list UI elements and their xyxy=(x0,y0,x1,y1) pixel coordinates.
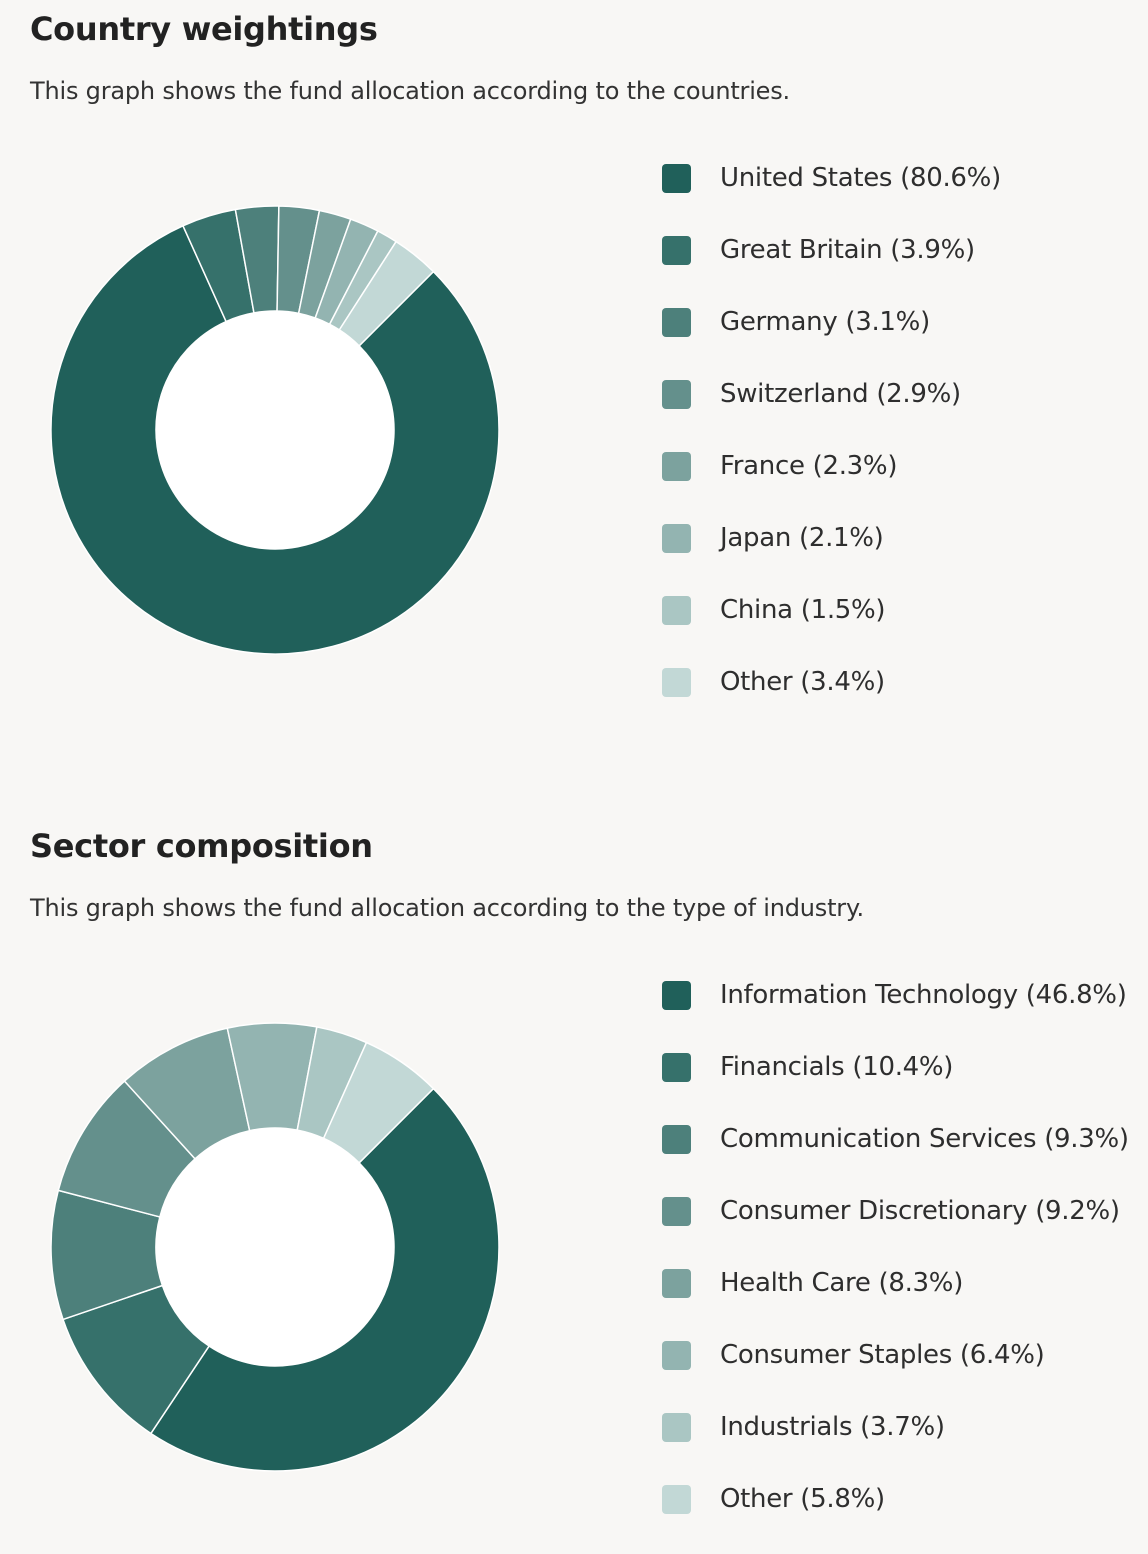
legend-swatch xyxy=(662,1413,691,1442)
legend-item[interactable]: China (1.5%) xyxy=(662,593,1142,665)
legend-item[interactable]: Japan (2.1%) xyxy=(662,521,1142,593)
legend-item[interactable]: Switzerland (2.9%) xyxy=(662,377,1142,449)
legend-label: Consumer Discretionary (9.2%) xyxy=(720,1196,1120,1226)
legend-label: Other (3.4%) xyxy=(720,667,885,697)
legend-swatch xyxy=(662,1485,691,1514)
legend-item[interactable]: France (2.3%) xyxy=(662,449,1142,521)
legend-swatch xyxy=(662,1269,691,1298)
legend-item[interactable]: Information Technology (46.8%) xyxy=(662,978,1142,1050)
legend-swatch xyxy=(662,236,691,265)
legend-item[interactable]: Germany (3.1%) xyxy=(662,305,1142,377)
legend-item[interactable]: Communication Services (9.3%) xyxy=(662,1122,1142,1194)
donut-hole xyxy=(156,1128,394,1366)
donut-slice-united-states[interactable] xyxy=(50,225,500,655)
section-title: Country weightings xyxy=(30,10,378,48)
legend-label: China (1.5%) xyxy=(720,595,886,625)
legend-swatch xyxy=(662,596,691,625)
section-description: This graph shows the fund allocation acc… xyxy=(30,894,864,922)
legend-label: Germany (3.1%) xyxy=(720,307,930,337)
legend-label: Communication Services (9.3%) xyxy=(720,1124,1129,1154)
legend-label: Information Technology (46.8%) xyxy=(720,980,1127,1010)
legend-item[interactable]: Other (3.4%) xyxy=(662,665,1142,737)
legend-item[interactable]: Health Care (8.3%) xyxy=(662,1266,1142,1338)
sector-donut-chart xyxy=(50,1022,500,1472)
legend-item[interactable]: United States (80.6%) xyxy=(662,161,1142,233)
legend-item[interactable]: Financials (10.4%) xyxy=(662,1050,1142,1122)
donut-slice-other[interactable] xyxy=(338,240,435,347)
legend-label: Consumer Staples (6.4%) xyxy=(720,1340,1045,1370)
legend-swatch xyxy=(662,668,691,697)
legend-swatch xyxy=(662,981,691,1010)
country-legend: United States (80.6%) Great Britain (3.9%… xyxy=(662,161,1142,737)
legend-swatch xyxy=(662,1125,691,1154)
legend-label: France (2.3%) xyxy=(720,451,898,481)
legend-swatch xyxy=(662,380,691,409)
legend-label: United States (80.6%) xyxy=(720,163,1001,193)
legend-label: Financials (10.4%) xyxy=(720,1052,954,1082)
legend-label: Switzerland (2.9%) xyxy=(720,379,961,409)
section-title: Sector composition xyxy=(30,827,373,865)
legend-item[interactable]: Other (5.8%) xyxy=(662,1482,1142,1554)
legend-item[interactable]: Consumer Discretionary (9.2%) xyxy=(662,1194,1142,1266)
donut-hole xyxy=(156,311,394,549)
donut-slice-information-technology[interactable] xyxy=(150,1087,500,1472)
legend-item[interactable]: Great Britain (3.9%) xyxy=(662,233,1142,305)
legend-label: Other (5.8%) xyxy=(720,1484,885,1514)
legend-swatch xyxy=(662,164,691,193)
country-donut-chart xyxy=(50,205,500,655)
donut-slice-other[interactable] xyxy=(322,1041,435,1164)
legend-swatch xyxy=(662,1341,691,1370)
legend-item[interactable]: Industrials (3.7%) xyxy=(662,1410,1142,1482)
section-description: This graph shows the fund allocation acc… xyxy=(30,77,790,105)
legend-swatch xyxy=(662,1053,691,1082)
legend-swatch xyxy=(662,452,691,481)
legend-label: Japan (2.1%) xyxy=(720,523,884,553)
legend-label: Great Britain (3.9%) xyxy=(720,235,975,265)
legend-item[interactable]: Consumer Staples (6.4%) xyxy=(662,1338,1142,1410)
sector-legend: Information Technology (46.8%) Financials… xyxy=(662,978,1142,1554)
legend-label: Industrials (3.7%) xyxy=(720,1412,945,1442)
legend-label: Health Care (8.3%) xyxy=(720,1268,964,1298)
legend-swatch xyxy=(662,308,691,337)
legend-swatch xyxy=(662,1197,691,1226)
legend-swatch xyxy=(662,524,691,553)
